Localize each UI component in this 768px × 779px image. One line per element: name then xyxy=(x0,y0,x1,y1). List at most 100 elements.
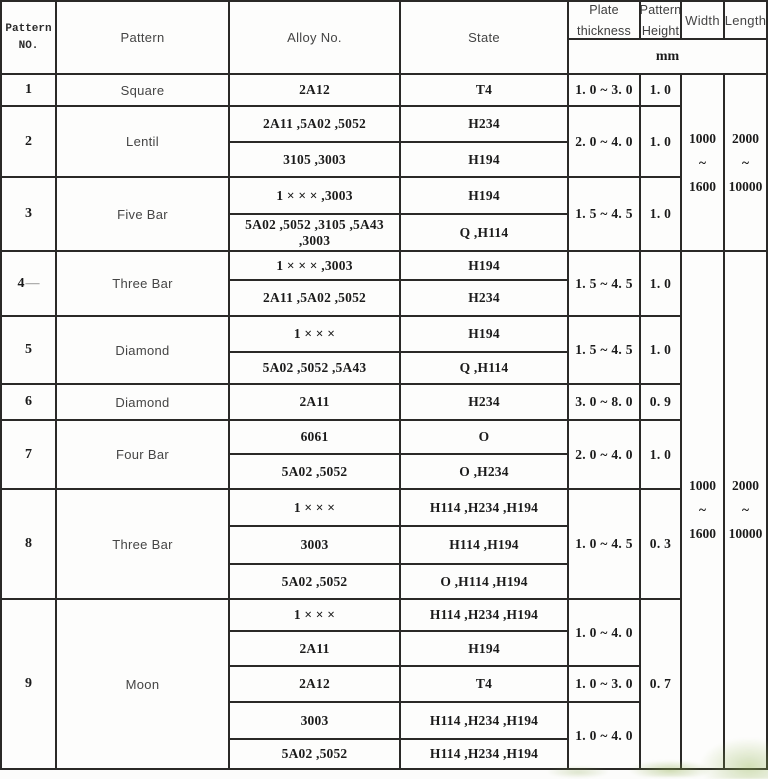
row-1-alloy: 2A12 xyxy=(230,75,399,105)
row-9-alloy-3: 2A12 xyxy=(230,667,399,701)
row-9-state-4: H114 ,H234 ,H194 xyxy=(401,703,567,738)
row-5-number: 5 xyxy=(2,317,55,383)
row-6-thickness: 3. 0 ~ 8. 0 xyxy=(569,385,639,419)
row-4-pattern-name: Three Bar xyxy=(57,252,228,315)
header-alloy-no: Alloy No. xyxy=(230,2,399,73)
row-3-alloy-1: 1 × × × ,3003 xyxy=(230,178,399,213)
row-5-alloy-2: 5A02 ,5052 ,5A43 xyxy=(230,353,399,383)
row-6-pattern-name: Diamond xyxy=(57,385,228,419)
row-2-thickness: 2. 0 ~ 4. 0 xyxy=(569,107,639,176)
size-group-1-length-min: 2000 xyxy=(732,130,759,146)
size-group-2-width: 1000 ~ 1600 xyxy=(682,252,723,768)
size-group-2-length: 2000 ~ 10000 xyxy=(725,252,766,768)
row-1-state: T4 xyxy=(401,75,567,105)
header-pattern-height-line1: Pattern xyxy=(641,2,680,17)
row-8-number: 8 xyxy=(2,490,55,598)
row-5-height: 1. 0 xyxy=(641,317,680,383)
size-group-1-width: 1000 ~ 1600 xyxy=(682,75,723,250)
size-group-1-width-tilde: ~ xyxy=(698,154,707,170)
row-7-state-1: O xyxy=(401,421,567,453)
size-group-2-width-max: 1600 xyxy=(689,526,716,541)
row-1-pattern-name: Square xyxy=(57,75,228,105)
row-9-thickness-2: 1. 0 ~ 3. 0 xyxy=(569,667,639,701)
row-3-state-1: H194 xyxy=(401,178,567,213)
row-4-state-2: H234 xyxy=(401,281,567,315)
row-4-number-value: 4 xyxy=(17,275,25,291)
row-4-state-1: H194 xyxy=(401,252,567,279)
row-2-state-2: H194 xyxy=(401,143,567,176)
row-8-thickness: 1. 0 ~ 4. 5 xyxy=(569,490,639,598)
row-7-number: 7 xyxy=(2,421,55,488)
size-group-1-width-min: 1000 xyxy=(689,130,716,146)
row-2-alloy-2: 3105 ,3003 xyxy=(230,143,399,176)
row-6-alloy: 2A11 xyxy=(230,385,399,419)
row-4-scan-dash-artifact: — xyxy=(25,275,40,291)
row-5-state-1: H194 xyxy=(401,317,567,351)
row-5-pattern-name: Diamond xyxy=(57,317,228,383)
row-4-number: 4— xyxy=(2,252,55,315)
row-8-pattern-name: Three Bar xyxy=(57,490,228,598)
header-unit-mm: mm xyxy=(569,40,766,73)
row-7-alloy-1: 6061 xyxy=(230,421,399,453)
row-5-thickness: 1. 5 ~ 4. 5 xyxy=(569,317,639,383)
row-9-alloy-5: 5A02 ,5052 xyxy=(230,740,399,768)
row-9-alloy-2: 2A11 xyxy=(230,632,399,665)
header-pattern-no-line2: NO. xyxy=(18,40,39,52)
size-group-2-length-min: 2000 xyxy=(732,478,759,493)
row-2-alloy-1: 2A11 ,5A02 ,5052 xyxy=(230,107,399,141)
header-state: State xyxy=(401,2,567,73)
row-2-height: 1. 0 xyxy=(641,107,680,176)
row-7-height: 1. 0 xyxy=(641,421,680,488)
size-group-2-length-max: 10000 xyxy=(728,526,763,541)
row-8-state-1: H114 ,H234 ,H194 xyxy=(401,490,567,525)
header-width: Width xyxy=(682,2,723,38)
header-plate-thickness: Plate thickness xyxy=(569,2,639,38)
header-pattern-height: Pattern Height xyxy=(641,2,680,38)
row-5-state-2: Q ,H114 xyxy=(401,353,567,383)
size-group-1-length-max: 10000 xyxy=(728,178,763,194)
row-4-thickness: 1. 5 ~ 4. 5 xyxy=(569,252,639,315)
size-group-2-width-tilde: ~ xyxy=(698,502,707,517)
row-7-pattern-name: Four Bar xyxy=(57,421,228,488)
row-5-alloy-1: 1 × × × xyxy=(230,317,399,351)
row-4-height: 1. 0 xyxy=(641,252,680,315)
row-9-alloy-4: 3003 xyxy=(230,703,399,738)
header-length: Length xyxy=(725,2,766,38)
header-plate-thickness-line2: thickness xyxy=(577,23,631,38)
row-2-state-1: H234 xyxy=(401,107,567,141)
row-2-number: 2 xyxy=(2,107,55,176)
row-9-state-3: T4 xyxy=(401,667,567,701)
header-pattern: Pattern xyxy=(57,2,228,73)
row-2-pattern-name: Lentil xyxy=(57,107,228,176)
row-8-alloy-2: 3003 xyxy=(230,527,399,563)
row-1-number: 1 xyxy=(2,75,55,105)
header-plate-thickness-line1: Plate xyxy=(589,2,619,17)
row-9-height: 0. 7 xyxy=(641,600,680,768)
row-9-thickness-3: 1. 0 ~ 4. 0 xyxy=(569,703,639,768)
row-3-height: 1. 0 xyxy=(641,178,680,250)
row-9-state-5: H114 ,H234 ,H194 xyxy=(401,740,567,768)
row-7-state-2: O ,H234 xyxy=(401,455,567,488)
row-3-alloy-2: 5A02 ,5052 ,3105 ,5A43 ,3003 xyxy=(230,215,399,250)
row-8-state-2: H114 ,H194 xyxy=(401,527,567,563)
size-group-2-width-min: 1000 xyxy=(689,478,716,493)
row-8-alloy-3: 5A02 ,5052 xyxy=(230,565,399,598)
row-9-alloy-1: 1 × × × xyxy=(230,600,399,630)
size-group-1-width-max: 1600 xyxy=(689,178,716,194)
row-7-thickness: 2. 0 ~ 4. 0 xyxy=(569,421,639,488)
row-9-number: 9 xyxy=(2,600,55,768)
size-group-2-length-tilde: ~ xyxy=(741,502,750,517)
row-6-state: H234 xyxy=(401,385,567,419)
row-3-pattern-name: Five Bar xyxy=(57,178,228,250)
row-3-thickness: 1. 5 ~ 4. 5 xyxy=(569,178,639,250)
row-6-height: 0. 9 xyxy=(641,385,680,419)
size-group-1-length-tilde: ~ xyxy=(741,154,750,170)
row-8-alloy-1: 1 × × × xyxy=(230,490,399,525)
row-9-state-1: H114 ,H234 ,H194 xyxy=(401,600,567,630)
row-8-height: 0. 3 xyxy=(641,490,680,598)
row-1-height: 1. 0 xyxy=(641,75,680,105)
header-pattern-no: Pattern NO. xyxy=(2,2,55,73)
row-3-state-2: Q ,H114 xyxy=(401,215,567,250)
